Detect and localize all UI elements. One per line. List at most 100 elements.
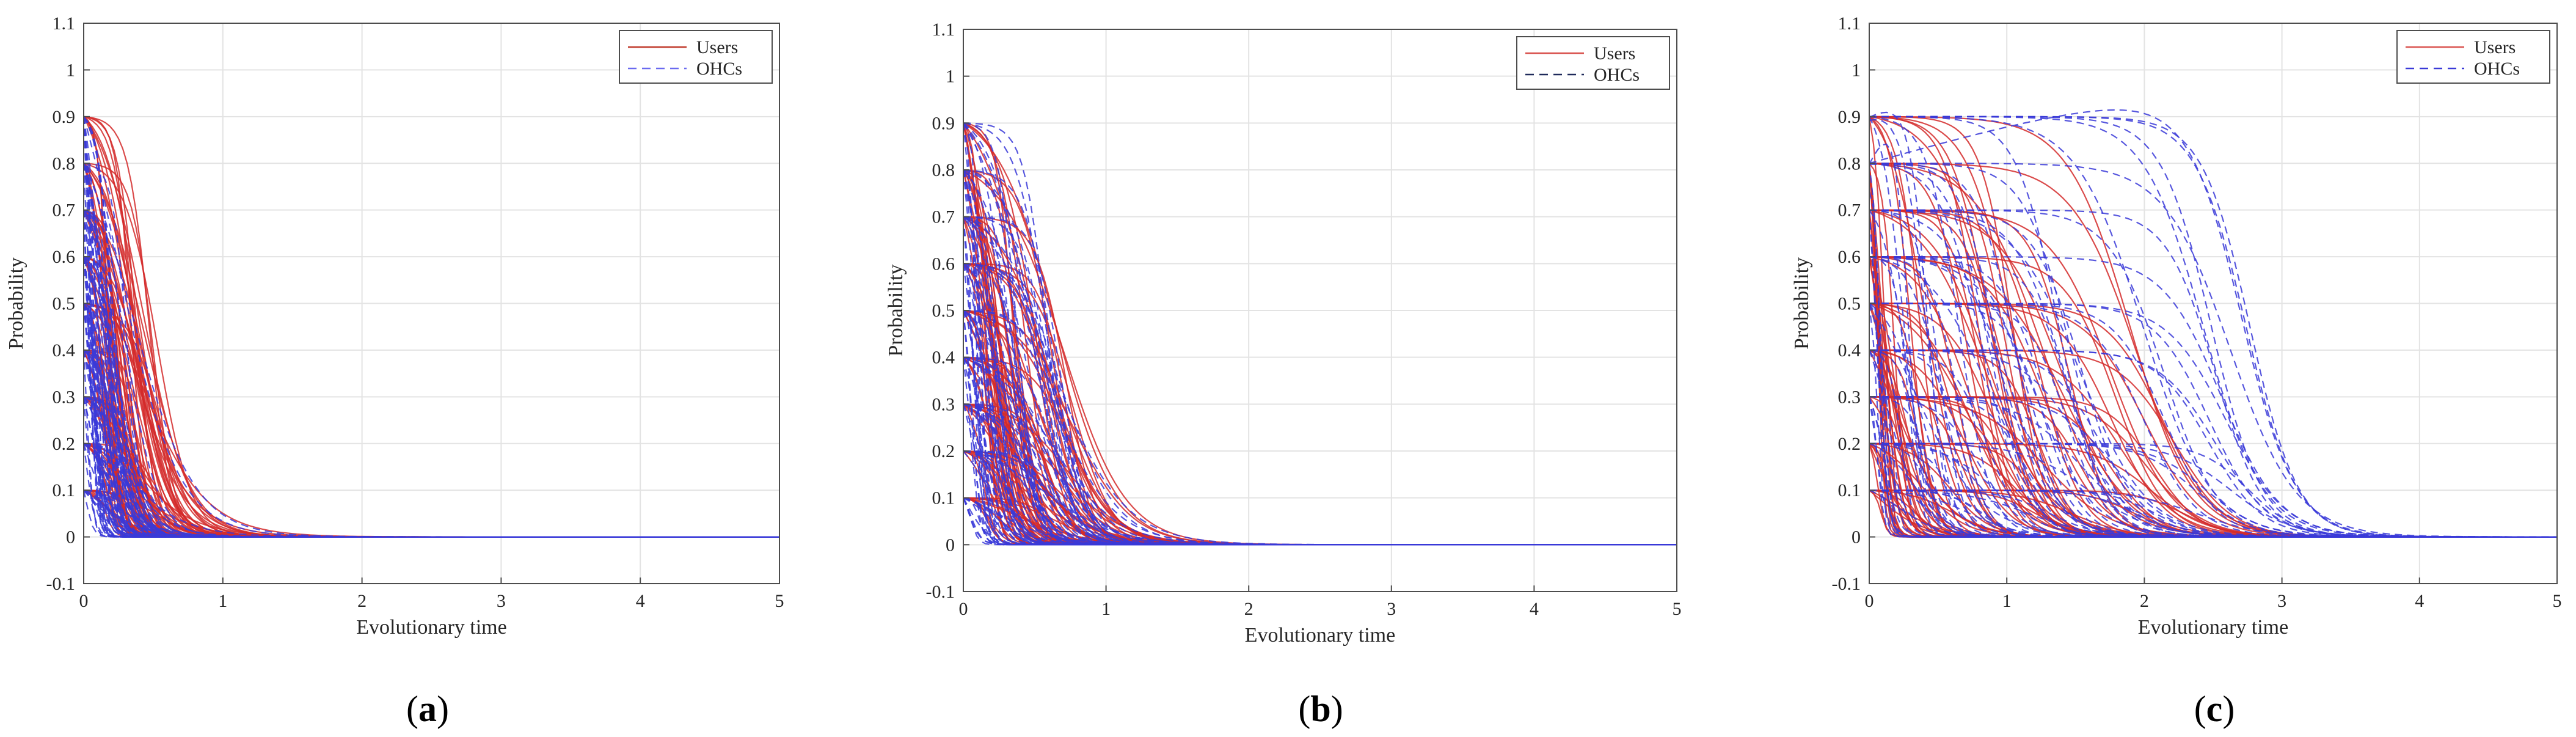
- y-axis-label: Probability: [885, 264, 907, 356]
- x-tick-label: 0: [959, 599, 968, 619]
- series-group: [1869, 109, 2557, 538]
- y-tick-label: 0.9: [1838, 107, 1861, 127]
- x-tick-label: 5: [775, 591, 784, 611]
- y-tick-label: 0: [1852, 527, 1861, 548]
- x-axis-label: Evolutionary time: [356, 616, 506, 639]
- legend-label-users: Users: [1594, 43, 1635, 64]
- y-tick-label: 0.8: [1838, 153, 1861, 174]
- panel-c: 0 1 2 3 4 5-0.100.10.20.30.40.50.60.70.80.911…: [1790, 13, 2562, 729]
- y-tick-label: 0: [946, 535, 955, 555]
- y-tick-label: 0.2: [53, 434, 76, 454]
- y-tick-label: 0.7: [53, 200, 76, 221]
- y-tick-label: 0.6: [1838, 247, 1861, 267]
- x-tick-label: 0: [1865, 591, 1874, 611]
- legend-label-ohcs: OHCs: [2474, 59, 2520, 79]
- series-line-ohcs: [1869, 163, 2557, 538]
- series-line-ohcs: [1869, 490, 2557, 538]
- legend-label-users: Users: [2474, 37, 2516, 57]
- series-line-ohcs: [1869, 442, 2557, 538]
- legend-box: [619, 30, 773, 84]
- panel-label: (b): [1298, 689, 1343, 729]
- y-tick-label: 0.5: [53, 294, 76, 314]
- panel-label-part: b: [1310, 689, 1330, 729]
- y-tick-label: 0.3: [1838, 387, 1861, 407]
- panel-label: (c): [2194, 689, 2235, 729]
- y-tick-label: 0.1: [53, 480, 76, 501]
- y-tick-label: 0.7: [1838, 200, 1861, 221]
- panel-label-part: (: [406, 689, 418, 729]
- y-tick-label: 0.7: [932, 207, 955, 227]
- y-tick-label: 0.9: [932, 113, 955, 133]
- y-tick-label: 0.1: [932, 488, 955, 508]
- x-tick-label: 3: [497, 591, 506, 611]
- legend-label-users: Users: [696, 37, 738, 57]
- y-tick-label: 0.4: [53, 340, 76, 361]
- x-tick-label: 2: [1244, 599, 1253, 619]
- x-axis-label: Evolutionary time: [2138, 616, 2288, 639]
- panel-label-part: ): [2222, 689, 2235, 729]
- y-tick-label: 0.3: [932, 394, 955, 414]
- y-tick-label: 1: [66, 60, 75, 80]
- series-line-ohcs: [1869, 442, 2557, 538]
- series-group: [84, 116, 779, 538]
- y-tick-label: 1.1: [53, 13, 76, 34]
- x-tick-label: 2: [357, 591, 367, 611]
- y-tick-label: 0.6: [53, 247, 76, 267]
- series-line-ohcs: [1869, 396, 2557, 538]
- legend-label-ohcs: OHCs: [696, 59, 742, 79]
- series-group: [963, 122, 1677, 546]
- y-tick-label: -0.1: [46, 574, 76, 594]
- x-tick-label: 4: [1530, 599, 1539, 619]
- x-tick-label: 3: [1387, 599, 1396, 619]
- series-line-ohcs: [1869, 256, 2557, 538]
- y-tick-label: 0.2: [1838, 434, 1861, 454]
- x-tick-label: 5: [2553, 591, 2562, 611]
- y-tick-label: 1: [946, 67, 955, 87]
- y-tick-label: 0.8: [53, 153, 76, 174]
- panel-b: 0 1 2 3 4 5-0.100.10.20.30.40.50.60.70.80.911…: [885, 20, 1682, 729]
- y-tick-label: 0.4: [932, 348, 955, 368]
- y-tick-label: 0.4: [1838, 340, 1861, 361]
- series-line-ohcs: [84, 116, 779, 538]
- legend-box: [2396, 30, 2550, 84]
- x-tick-label: 1: [218, 591, 227, 611]
- legend-label-ohcs: OHCs: [1594, 65, 1640, 85]
- y-tick-label: 0: [66, 527, 75, 548]
- y-tick-label: 1: [1852, 60, 1861, 80]
- y-tick-label: -0.1: [1832, 574, 1861, 594]
- x-tick-label: 2: [2140, 591, 2149, 611]
- series-line-ohcs: [1869, 209, 2557, 538]
- x-tick-label: 3: [2277, 591, 2286, 611]
- panel-label-part: (: [2194, 689, 2206, 729]
- x-tick-label: 5: [1673, 599, 1682, 619]
- series-line-ohcs: [1869, 209, 2557, 538]
- panel-label-part: (: [1298, 689, 1310, 729]
- x-axis-label: Evolutionary time: [1245, 624, 1395, 647]
- y-axis-label: Probability: [5, 257, 27, 350]
- x-tick-label: 1: [2002, 591, 2012, 611]
- y-axis-label: Probability: [1790, 257, 1813, 350]
- series-line-ohcs: [963, 497, 1677, 546]
- panel-label-part: a: [418, 689, 437, 729]
- y-tick-label: 0.6: [932, 254, 955, 274]
- series-line-ohcs: [963, 497, 1677, 546]
- y-tick-label: 0.3: [53, 387, 76, 407]
- y-tick-label: 0.5: [932, 301, 955, 321]
- y-tick-label: 0.2: [932, 441, 955, 461]
- x-tick-label: 1: [1101, 599, 1111, 619]
- series-line-ohcs: [1869, 256, 2557, 538]
- series-line-ohcs: [84, 490, 779, 538]
- x-tick-label: 4: [636, 591, 645, 611]
- y-tick-label: -0.1: [926, 582, 955, 602]
- panel-label: (a): [406, 689, 449, 729]
- y-tick-label: 1.1: [1838, 13, 1861, 34]
- y-tick-label: 1.1: [932, 20, 955, 40]
- series-line-ohcs: [1869, 302, 2557, 538]
- y-tick-label: 0.5: [1838, 294, 1861, 314]
- panel-label-part: c: [2206, 689, 2223, 729]
- panel-label-part: ): [437, 689, 449, 729]
